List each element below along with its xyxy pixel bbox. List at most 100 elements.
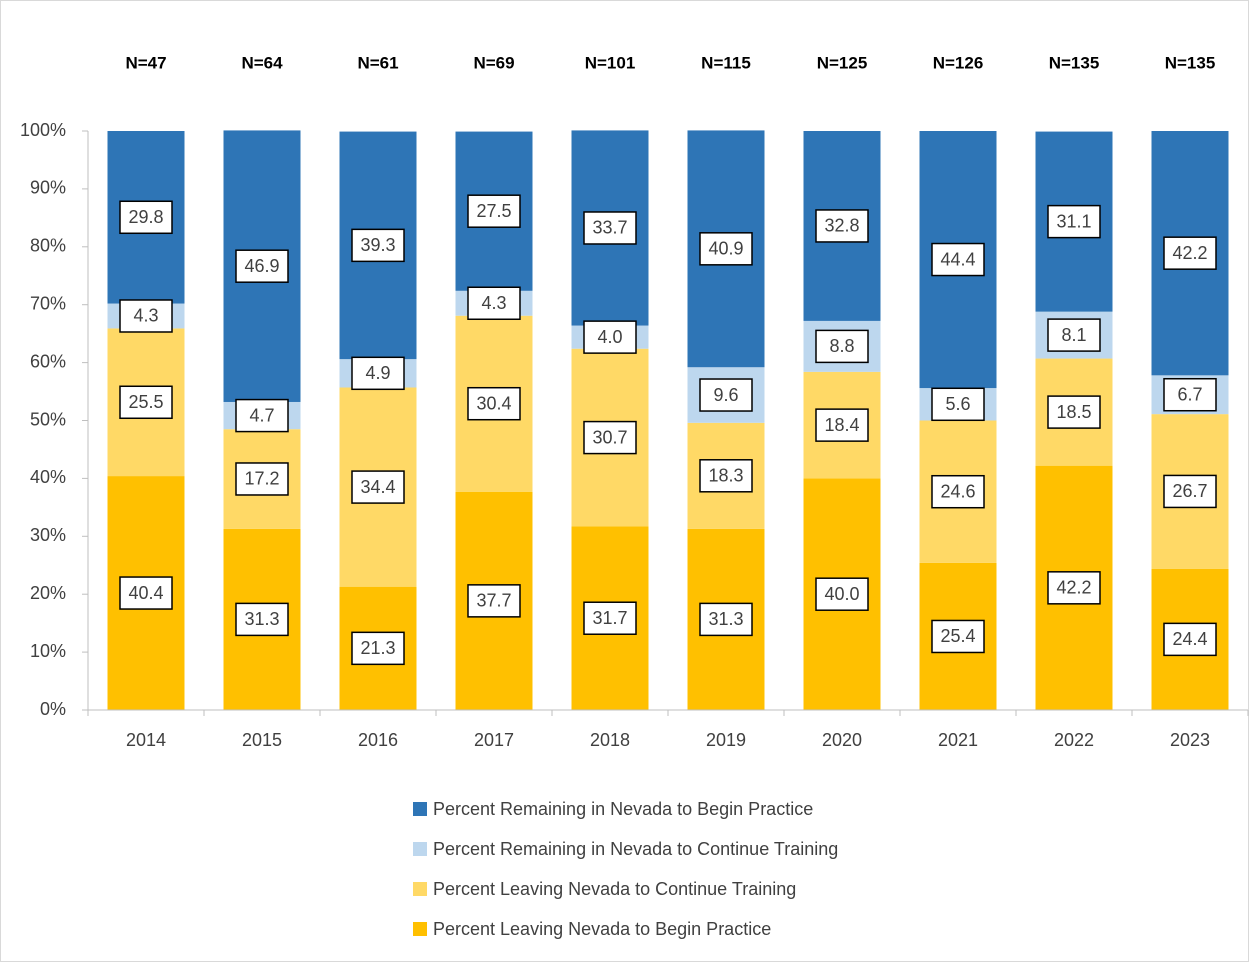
value-label-box [815,577,869,611]
value-label: 39.3 [360,235,395,255]
value-label: 25.5 [128,392,163,412]
value-label-box [1163,474,1217,509]
value-label-box [583,320,637,354]
value-label-box [931,474,985,509]
value-label: 4.3 [133,306,158,326]
x-tick-label: 2021 [938,730,978,750]
value-label-box [1047,204,1101,239]
value-label: 18.3 [708,466,743,486]
value-label-box [467,194,521,228]
value-label: 40.9 [708,239,743,259]
value-label-box [1047,571,1101,605]
value-label: 31.3 [708,609,743,629]
value-label-box [351,228,405,263]
x-tick-label: 2014 [126,730,166,750]
legend-label: Percent Remaining in Nevada to Begin Pra… [433,799,813,819]
legend-label: Percent Leaving Nevada to Begin Practice [433,919,771,939]
value-label: 31.3 [244,609,279,629]
value-label: 24.6 [940,481,975,501]
annotation: N=115 [701,53,751,72]
value-label: 8.8 [829,336,854,356]
value-label: 32.8 [824,216,859,236]
value-label: 5.6 [945,394,970,414]
value-label-box [119,385,173,420]
value-label: 29.8 [128,207,163,227]
value-label-box [467,286,521,321]
value-label: 37.7 [476,591,511,611]
legend-label: Percent Remaining in Nevada to Continue … [433,839,838,859]
value-label-box [815,209,869,243]
value-label-box [699,232,753,266]
legend-swatch [413,842,427,856]
value-label-box [235,462,289,496]
value-label: 6.7 [1177,384,1202,404]
value-label: 25.4 [940,626,975,646]
value-label: 18.5 [1056,402,1091,422]
value-label: 30.4 [476,393,511,413]
value-label-box [931,619,985,654]
value-label: 4.7 [249,405,274,425]
annotation: N=125 [817,53,868,72]
value-label-box [1047,318,1101,352]
value-label-box [235,249,289,283]
value-label-box [467,584,521,618]
value-label: 26.7 [1172,481,1207,501]
value-label: 42.2 [1056,578,1091,598]
value-label-box [815,329,869,364]
value-label: 18.4 [824,415,859,435]
x-tick-label: 2017 [474,730,514,750]
value-label: 30.7 [592,427,627,447]
value-label-box [351,631,405,666]
value-label-box [467,386,521,421]
value-label-box [1047,395,1101,429]
value-label-box [351,470,405,504]
value-label: 31.1 [1056,211,1091,231]
value-label-box [119,576,173,610]
value-label: 17.2 [244,469,279,489]
value-label-box [583,601,637,635]
legend-swatch [413,802,427,816]
y-tick-label: 10% [30,641,66,661]
value-label: 42.2 [1172,243,1207,263]
annotation: N=101 [585,53,636,72]
value-label: 34.4 [360,477,395,497]
value-label-box [815,408,869,442]
annotation: N=64 [241,53,283,72]
value-label: 4.3 [481,293,506,313]
value-label: 31.7 [592,608,627,628]
y-tick-label: 0% [40,699,66,719]
y-tick-label: 60% [30,351,66,371]
y-tick-label: 30% [30,525,66,545]
value-label: 27.5 [476,201,511,221]
annotation: N=135 [1165,53,1216,72]
legend-label: Percent Leaving Nevada to Continue Train… [433,879,796,899]
value-label: 4.9 [365,363,390,383]
value-label: 40.0 [824,584,859,604]
value-label-box [351,356,405,391]
value-label: 44.4 [940,249,975,269]
value-label-box [699,459,753,493]
x-tick-label: 2015 [242,730,282,750]
annotation: N=69 [473,53,514,72]
value-label-box [1163,622,1217,657]
x-tick-label: 2016 [358,730,398,750]
value-label: 24.4 [1172,629,1207,649]
x-tick-label: 2019 [706,730,746,750]
x-tick-label: 2020 [822,730,862,750]
value-label: 9.6 [713,385,738,405]
value-label-box [583,211,637,245]
value-label-box [235,398,289,433]
value-label-box [931,387,985,422]
value-label: 33.7 [592,218,627,238]
value-label-box [699,602,753,637]
y-tick-label: 100% [20,120,66,140]
value-label-box [235,602,289,637]
value-label-box [119,200,173,235]
y-tick-label: 40% [30,467,66,487]
value-label-box [1163,236,1217,270]
value-label-box [931,242,985,277]
value-label: 46.9 [244,256,279,276]
value-label-box [1163,377,1217,412]
value-label: 8.1 [1061,325,1086,345]
y-tick-label: 80% [30,236,66,256]
